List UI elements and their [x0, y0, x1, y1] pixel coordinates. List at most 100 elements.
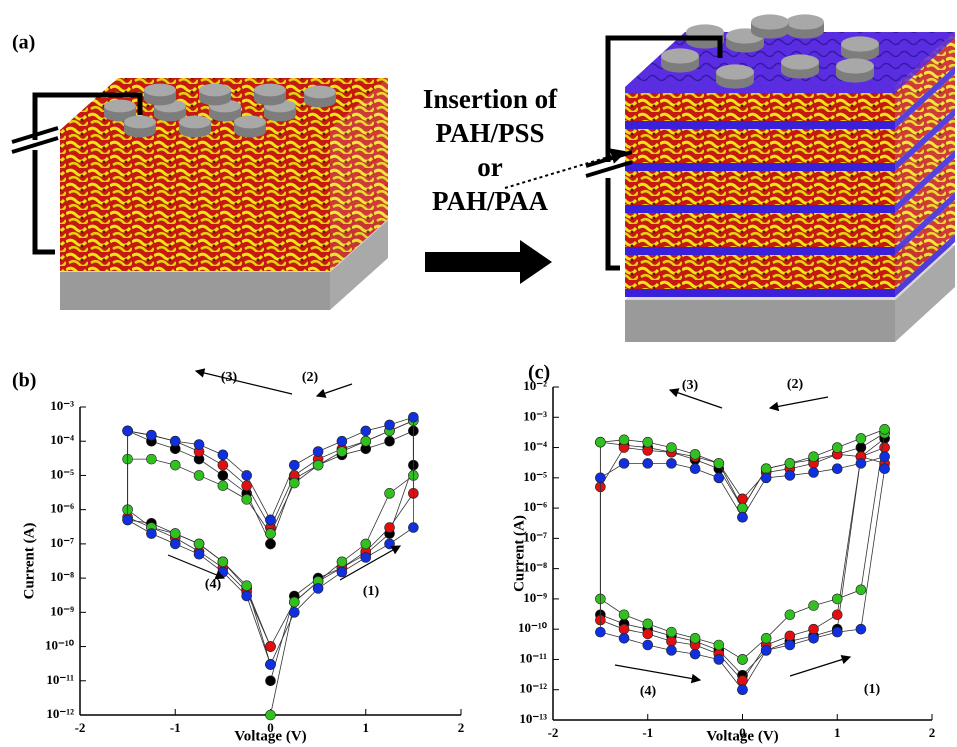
data-point: [170, 460, 180, 470]
data-point: [123, 426, 133, 436]
data-point: [194, 549, 204, 559]
data-point: [690, 449, 700, 459]
data-point: [385, 523, 395, 533]
data-point: [146, 529, 156, 539]
layer-front: [625, 121, 895, 129]
data-point: [785, 458, 795, 468]
y-tick-label: 10⁻⁴: [50, 432, 74, 447]
data-point: [408, 412, 418, 422]
data-point: [385, 436, 395, 446]
data-point: [761, 473, 771, 483]
data-point: [832, 627, 842, 637]
annotation-arrow: [615, 665, 700, 680]
annotation-arrow: [317, 384, 352, 396]
data-point: [313, 447, 323, 457]
electrode-top: [781, 54, 819, 69]
y-tick-label: 10⁻⁶: [523, 499, 547, 514]
data-point: [123, 515, 133, 525]
y-tick-label: 10⁻⁷: [50, 535, 74, 550]
layer-front: [625, 163, 895, 171]
data-point: [690, 464, 700, 474]
process-arrow: [425, 240, 552, 284]
data-point: [595, 473, 605, 483]
data-point: [242, 591, 252, 601]
data-point: [361, 539, 371, 549]
data-point: [761, 633, 771, 643]
data-point: [385, 539, 395, 549]
data-point: [266, 515, 276, 525]
electrode-top: [234, 116, 266, 129]
layer-front: [625, 129, 895, 163]
data-point: [666, 443, 676, 453]
data-point: [218, 470, 228, 480]
y-tick-label: 10⁻³: [523, 408, 547, 423]
data-point: [643, 629, 653, 639]
electrode-top: [716, 64, 754, 79]
data-point: [595, 437, 605, 447]
data-point: [361, 553, 371, 563]
data-point: [714, 654, 724, 664]
insertion-text: or: [477, 152, 503, 182]
y-tick-label: 10⁻⁴: [523, 439, 547, 454]
annotation: (4): [205, 577, 222, 592]
panel-label: (a): [12, 32, 35, 54]
data-point: [666, 627, 676, 637]
data-point: [242, 494, 252, 504]
data-point: [761, 464, 771, 474]
data-point: [266, 529, 276, 539]
data-point: [809, 633, 819, 643]
data-point: [385, 420, 395, 430]
x-tick-label: 2: [929, 725, 936, 740]
electrode-top: [104, 100, 136, 113]
annotation-arrow: [790, 657, 850, 676]
data-point: [146, 430, 156, 440]
data-point: [242, 470, 252, 480]
data-point: [337, 567, 347, 577]
insertion-text: Insertion of: [423, 84, 558, 114]
layer-front: [60, 165, 330, 201]
data-point: [690, 633, 700, 643]
x-axis-label: Voltage (V): [234, 728, 306, 744]
data-point: [170, 539, 180, 549]
data-point: [194, 440, 204, 450]
data-point: [856, 458, 866, 468]
x-tick-label: -1: [642, 725, 653, 740]
data-point: [785, 470, 795, 480]
y-tick-label: 10⁻⁹: [50, 603, 74, 618]
data-point: [313, 583, 323, 593]
data-point: [809, 624, 819, 634]
y-tick-label: 10⁻²: [523, 378, 547, 393]
y-tick-label: 10⁻⁵: [523, 469, 547, 484]
layer-front: [625, 171, 895, 205]
data-point: [619, 458, 629, 468]
electrode-top: [841, 36, 879, 51]
x-tick-label: 1: [363, 720, 370, 735]
data-point: [194, 470, 204, 480]
y-tick-label: 10⁻⁶: [50, 501, 74, 516]
data-point: [761, 645, 771, 655]
data-point: [643, 437, 653, 447]
layer-front: [625, 247, 895, 255]
data-point: [619, 633, 629, 643]
data-point: [385, 488, 395, 498]
data-point: [880, 424, 890, 434]
data-point: [266, 642, 276, 652]
data-point: [194, 539, 204, 549]
data-point: [714, 458, 724, 468]
data-point: [361, 426, 371, 436]
electrode-top: [836, 58, 874, 73]
data-point: [856, 443, 866, 453]
annotation-arrow: [770, 397, 828, 408]
electrode-top: [254, 84, 286, 97]
y-tick-label: 10⁻³: [50, 398, 74, 413]
data-point: [146, 454, 156, 464]
data-point: [361, 436, 371, 446]
x-axis-label: Voltage (V): [706, 728, 778, 744]
data-point: [785, 631, 795, 641]
insertion-text: PAH/PSS: [435, 118, 544, 148]
data-point: [643, 640, 653, 650]
data-point: [218, 460, 228, 470]
data-point: [289, 607, 299, 617]
y-tick-label: 10⁻¹⁰: [518, 620, 548, 635]
electrode-top: [751, 14, 789, 29]
